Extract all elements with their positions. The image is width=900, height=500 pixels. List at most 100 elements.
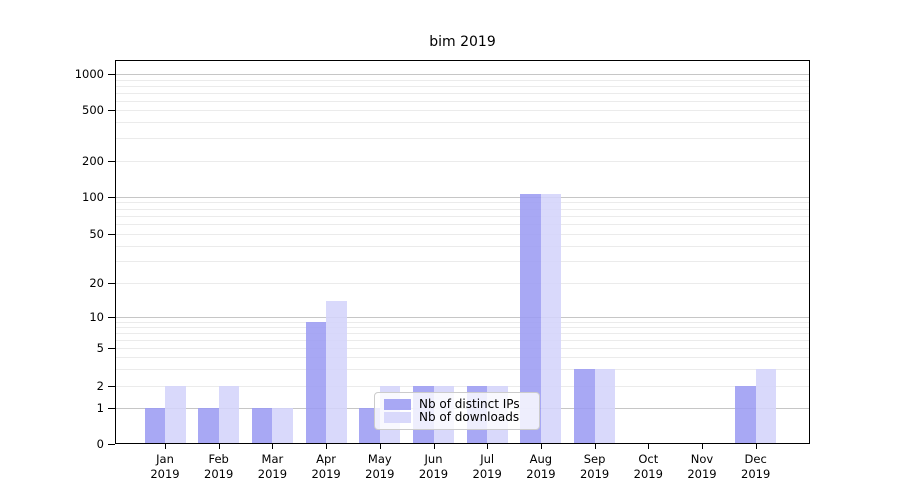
y-axis-tick-label: 20 [89, 276, 104, 290]
bar-downloads-sep [594, 368, 616, 444]
gridline-minor [116, 333, 809, 334]
gridline-minor [116, 348, 809, 349]
gridline-minor [116, 245, 809, 247]
y-axis-tick-label: 10 [89, 310, 104, 324]
gridline-minor [116, 368, 809, 370]
x-axis-tick-mark [594, 444, 596, 449]
x-axis-label: Dec 2019 [724, 452, 788, 482]
gridline-minor [116, 161, 809, 162]
y-axis-tick-label: 0 [96, 437, 104, 451]
x-axis-label-month: May [367, 452, 392, 466]
gridline-minor [116, 208, 809, 210]
x-axis-label: Apr 2019 [294, 452, 358, 482]
x-axis-label-year: 2019 [741, 467, 771, 481]
gridline-minor [116, 122, 809, 124]
x-axis-label-year: 2019 [365, 467, 395, 481]
gridline-minor [116, 215, 809, 217]
x-axis-label-month: Jul [480, 452, 495, 466]
gridline-minor [116, 357, 809, 359]
x-axis-label: Aug 2019 [509, 452, 573, 482]
x-axis-label-month: Apr [316, 452, 337, 466]
x-axis-label-year: 2019 [150, 467, 180, 481]
bar-downloads-mar [272, 408, 293, 444]
y-axis-tick-mark [108, 408, 115, 409]
gridline-minor [116, 321, 809, 323]
y-axis-tick-mark [108, 385, 115, 387]
x-axis-label-year: 2019 [257, 467, 288, 481]
gridline-minor [116, 138, 809, 140]
x-axis-label-year: 2019 [687, 467, 717, 481]
x-axis-label: May 2019 [348, 452, 412, 482]
bar-downloads-aug [540, 194, 562, 444]
x-axis-label-year: 2019 [579, 467, 610, 481]
bar-distinct-ips-aug [520, 194, 541, 444]
legend-label: Nb of downloads [419, 410, 520, 424]
x-axis-label-year: 2019 [311, 467, 341, 481]
gridline-minor [116, 327, 809, 328]
legend: Nb of distinct IPs Nb of downloads [374, 392, 540, 430]
x-axis-label-month: Mar [261, 452, 284, 466]
legend-entry: Nb of distinct IPs [384, 398, 530, 411]
bar-distinct-ips-jan [144, 408, 165, 444]
gridline-minor [116, 339, 809, 341]
x-axis-label-month: Feb [208, 452, 229, 466]
y-axis-tick-mark [108, 444, 115, 445]
x-axis-tick-mark [326, 444, 328, 449]
gridline-minor [116, 202, 809, 204]
x-axis-label-year: 2019 [526, 467, 556, 481]
gridline-minor [116, 100, 809, 102]
x-axis-tick-mark [540, 444, 542, 449]
gridline-minor [116, 283, 809, 284]
y-axis-tick-label: 2 [96, 378, 104, 393]
legend-label: Nb of distinct IPs [419, 397, 520, 411]
x-axis-label: Mar 2019 [240, 452, 304, 482]
y-axis-tick-mark [108, 196, 115, 198]
x-axis-tick-mark [165, 444, 166, 449]
x-axis-label-year: 2019 [633, 467, 663, 481]
y-axis-tick-mark [108, 283, 115, 284]
bar-distinct-ips-dec [735, 385, 756, 444]
chart-title: bim 2019 [429, 34, 496, 50]
y-axis-tick-label: 50 [89, 227, 104, 241]
bar-distinct-ips-sep [574, 368, 595, 444]
bar-downloads-jan [165, 385, 186, 444]
y-axis-tick-mark [108, 74, 115, 75]
bar-downloads-feb [218, 385, 240, 444]
x-axis-label: Jun 2019 [402, 452, 466, 482]
x-axis-label-month: Sep [583, 452, 606, 466]
gridline-minor [116, 92, 809, 94]
y-axis-tick-label: 1000 [74, 67, 104, 81]
x-axis-label-year: 2019 [418, 467, 449, 481]
gridline-minor [116, 261, 809, 263]
gridline-major [116, 74, 809, 75]
x-axis-label-month: Jun [424, 452, 443, 466]
y-axis-tick-label: 5 [96, 341, 104, 355]
bar-downloads-dec [755, 368, 777, 444]
x-axis-tick-mark [487, 444, 489, 449]
bar-distinct-ips-mar [251, 408, 273, 444]
x-axis-label-year: 2019 [472, 467, 502, 481]
gridline-minor [116, 224, 809, 226]
x-axis-label: Sep 2019 [563, 452, 627, 482]
x-axis-tick-mark [218, 444, 220, 449]
bar-distinct-ips-apr [305, 321, 327, 444]
legend-swatch-downloads [384, 412, 411, 423]
x-axis-label: Feb 2019 [187, 452, 251, 482]
gridline-major [116, 196, 809, 198]
y-axis-tick-mark [108, 317, 115, 318]
x-axis-label-month: Jan [156, 452, 174, 466]
x-axis-tick-mark [379, 444, 381, 449]
y-axis-tick-label: 1 [96, 401, 104, 415]
bar-downloads-apr [326, 300, 347, 444]
gridline-minor [116, 234, 809, 235]
x-axis-label-month: Aug [529, 452, 553, 466]
legend-entry: Nb of downloads [384, 411, 530, 424]
x-axis-label-month: Dec [744, 452, 767, 466]
gridline-minor [116, 79, 809, 81]
x-axis-label-month: Oct [638, 452, 659, 466]
x-axis-label-month: Nov [690, 452, 714, 466]
x-axis-label: Nov 2019 [670, 452, 734, 482]
y-axis-tick-label: 100 [82, 189, 104, 204]
bar-distinct-ips-feb [198, 408, 219, 444]
